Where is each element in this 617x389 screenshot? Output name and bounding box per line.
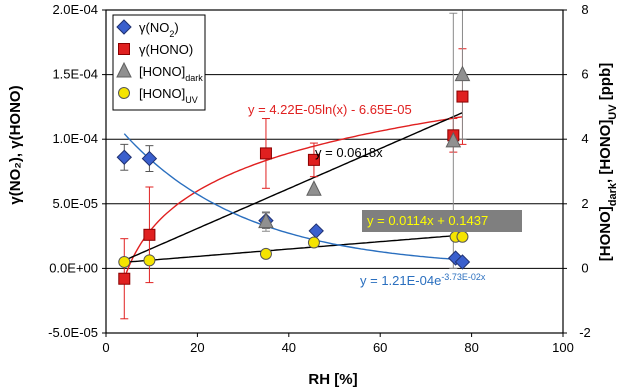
data-point-circle — [308, 237, 319, 248]
y-right-tick-label: 6 — [581, 67, 588, 82]
data-point-square — [144, 229, 155, 240]
data-point-circle — [119, 256, 130, 267]
y-left-tick-label: 5.0E-05 — [52, 196, 98, 211]
y-axis-right-label: [HONO]dark, [HONO]UV [ppb] — [597, 63, 617, 262]
x-tick-label: 100 — [552, 340, 574, 355]
fit-line — [124, 134, 462, 260]
legend-entry-label: γ(HONO) — [139, 42, 193, 57]
y-axis-left-label: γ(NO₂), γ(HONO) — [7, 85, 24, 204]
data-point-triangle — [455, 67, 469, 81]
x-tick-label: 40 — [282, 340, 296, 355]
y-left-tick-label: -5.0E-05 — [48, 325, 98, 340]
y-left-tick-label: 1.0E-04 — [52, 131, 98, 146]
data-point-circle — [260, 248, 271, 259]
fit-line — [124, 235, 462, 262]
fit-line — [124, 117, 462, 279]
fit-label: y = 0.0618x — [315, 145, 383, 160]
data-point-square — [119, 273, 130, 284]
y-left-tick-label: 1.5E-04 — [52, 67, 98, 82]
legend: γ(NO2)γ(HONO)[HONO]dark[HONO]UV — [113, 15, 205, 110]
y-right-tick-label: 2 — [581, 196, 588, 211]
x-tick-label: 60 — [373, 340, 387, 355]
data-point-diamond — [117, 150, 131, 164]
x-tick-label: 0 — [102, 340, 109, 355]
y-right-tick-label: 4 — [581, 131, 588, 146]
fit-label: y = 1.21E-04e-3.73E-02x — [360, 272, 486, 288]
fit-line — [124, 113, 462, 261]
y-left-tick-label: 2.0E-04 — [52, 2, 98, 17]
data-point-square — [260, 148, 271, 159]
data-point-circle — [119, 88, 130, 99]
fit-label: y = 0.0114x + 0.1437 — [367, 213, 488, 228]
data-point-square — [457, 91, 468, 102]
data-point-circle — [144, 255, 155, 266]
x-tick-label: 20 — [190, 340, 204, 355]
y-right-tick-label: 0 — [581, 260, 588, 275]
y-left-tick-label: 0.0E+00 — [49, 260, 98, 275]
data-point-triangle — [307, 181, 321, 195]
x-tick-label: 80 — [464, 340, 478, 355]
fit-label: y = 4.22E-05ln(x) - 6.65E-05 — [248, 102, 412, 117]
y-right-tick-label: 8 — [581, 2, 588, 17]
data-point-square — [119, 44, 130, 55]
x-axis-label: RH [%] — [308, 371, 357, 388]
data-point-circle — [457, 231, 468, 242]
fit-lines — [124, 113, 462, 279]
data-point-diamond — [309, 224, 323, 238]
y-right-tick-label: -2 — [579, 325, 591, 340]
